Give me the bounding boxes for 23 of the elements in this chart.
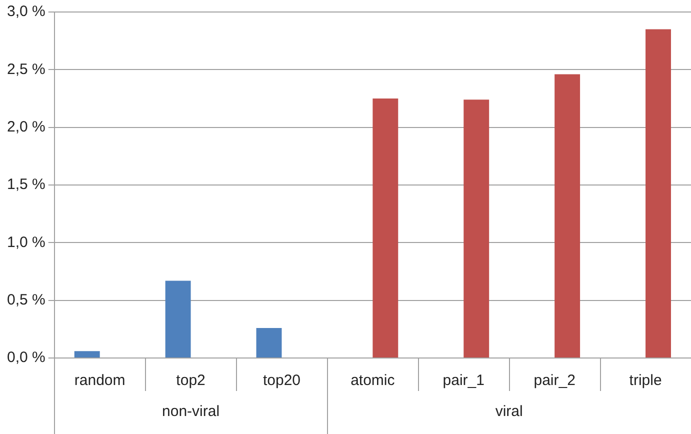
y-tick-label: 2,0 % xyxy=(7,118,46,136)
x-tick-label: triple xyxy=(629,372,662,390)
bar xyxy=(256,328,282,358)
text: non-viral xyxy=(162,403,220,420)
y-tick-label: 1,5 % xyxy=(7,176,46,194)
x-tick-label: atomic xyxy=(350,372,396,390)
x-tick-label: top2 xyxy=(176,372,206,390)
bar xyxy=(464,100,490,358)
bar xyxy=(554,74,580,358)
bar xyxy=(74,351,100,358)
text: viral xyxy=(495,403,523,420)
x-tick-label: pair_2 xyxy=(534,372,576,390)
bar xyxy=(646,29,671,358)
bar xyxy=(165,280,191,358)
y-tick-label: 1,0 % xyxy=(7,234,46,251)
y-tick-label: 3,0 % xyxy=(7,3,46,20)
bar xyxy=(372,98,398,358)
x-tick-label: pair_1 xyxy=(442,372,484,390)
y-tick-label: 2,5 % xyxy=(7,60,46,78)
y-tick-label: 0,0 % xyxy=(7,349,46,366)
x-tick-label: random xyxy=(74,372,126,390)
y-tick-label: 0,5 % xyxy=(7,291,46,308)
x-tick-label: top20 xyxy=(262,372,301,390)
